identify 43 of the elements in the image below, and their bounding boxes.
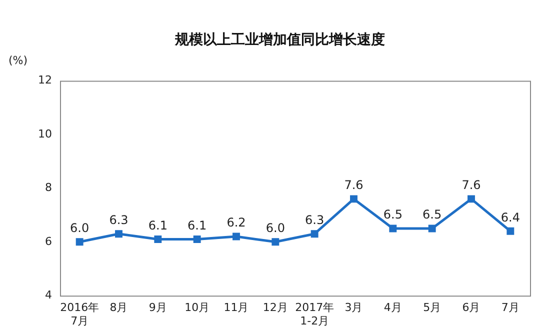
point: [428, 224, 436, 232]
data-label: 6.5: [383, 208, 402, 222]
data-label: 6.2: [226, 216, 246, 230]
point: [115, 230, 122, 238]
point: [272, 238, 280, 246]
x-tick-label: 2017年 1-2月: [295, 301, 334, 328]
x-tick-label: 3月: [344, 301, 363, 314]
chart-title: 规模以上工业增加值同比增长速度: [174, 31, 385, 48]
data-label: 6.4: [500, 210, 520, 224]
x-tick-label: 9月: [148, 301, 167, 314]
point: [389, 224, 397, 232]
point: [468, 195, 475, 203]
data-label: 6.5: [422, 208, 442, 222]
data-label: 7.6: [462, 178, 481, 192]
point: [154, 235, 162, 243]
data-label: 6.3: [305, 212, 324, 227]
data-label: 6.1: [188, 218, 207, 232]
point: [506, 227, 514, 235]
data-label: 6.3: [109, 212, 128, 227]
data-label: 7.6: [344, 178, 364, 192]
x-tick-label: 8月: [110, 301, 128, 314]
y-tick-label: 4: [44, 288, 52, 302]
point: [232, 232, 240, 240]
x-tick-label: 12月: [262, 301, 288, 314]
point: [310, 230, 318, 238]
y-tick-label: 10: [38, 127, 52, 140]
y-tick-label: 6: [44, 234, 52, 248]
x-tick-label: 7月: [501, 301, 520, 314]
data-label: 6.0: [70, 221, 90, 236]
x-tick-label: 11月: [224, 301, 249, 314]
y-axis-title: (%): [8, 54, 28, 68]
point: [193, 235, 201, 243]
x-tick-label: 10月: [184, 301, 210, 314]
data-label: 6.1: [148, 218, 168, 232]
point: [76, 238, 84, 246]
x-tick-label: 5月: [423, 301, 442, 314]
data-label: 6.0: [266, 221, 285, 236]
x-tick-label: 6月: [462, 301, 480, 314]
x-tick-label: 2016年 7月: [60, 301, 100, 328]
point: [350, 195, 358, 203]
y-tick-label: 12: [38, 74, 52, 87]
x-tick-label: 4月: [384, 301, 402, 314]
y-tick-label: 8: [44, 181, 52, 194]
